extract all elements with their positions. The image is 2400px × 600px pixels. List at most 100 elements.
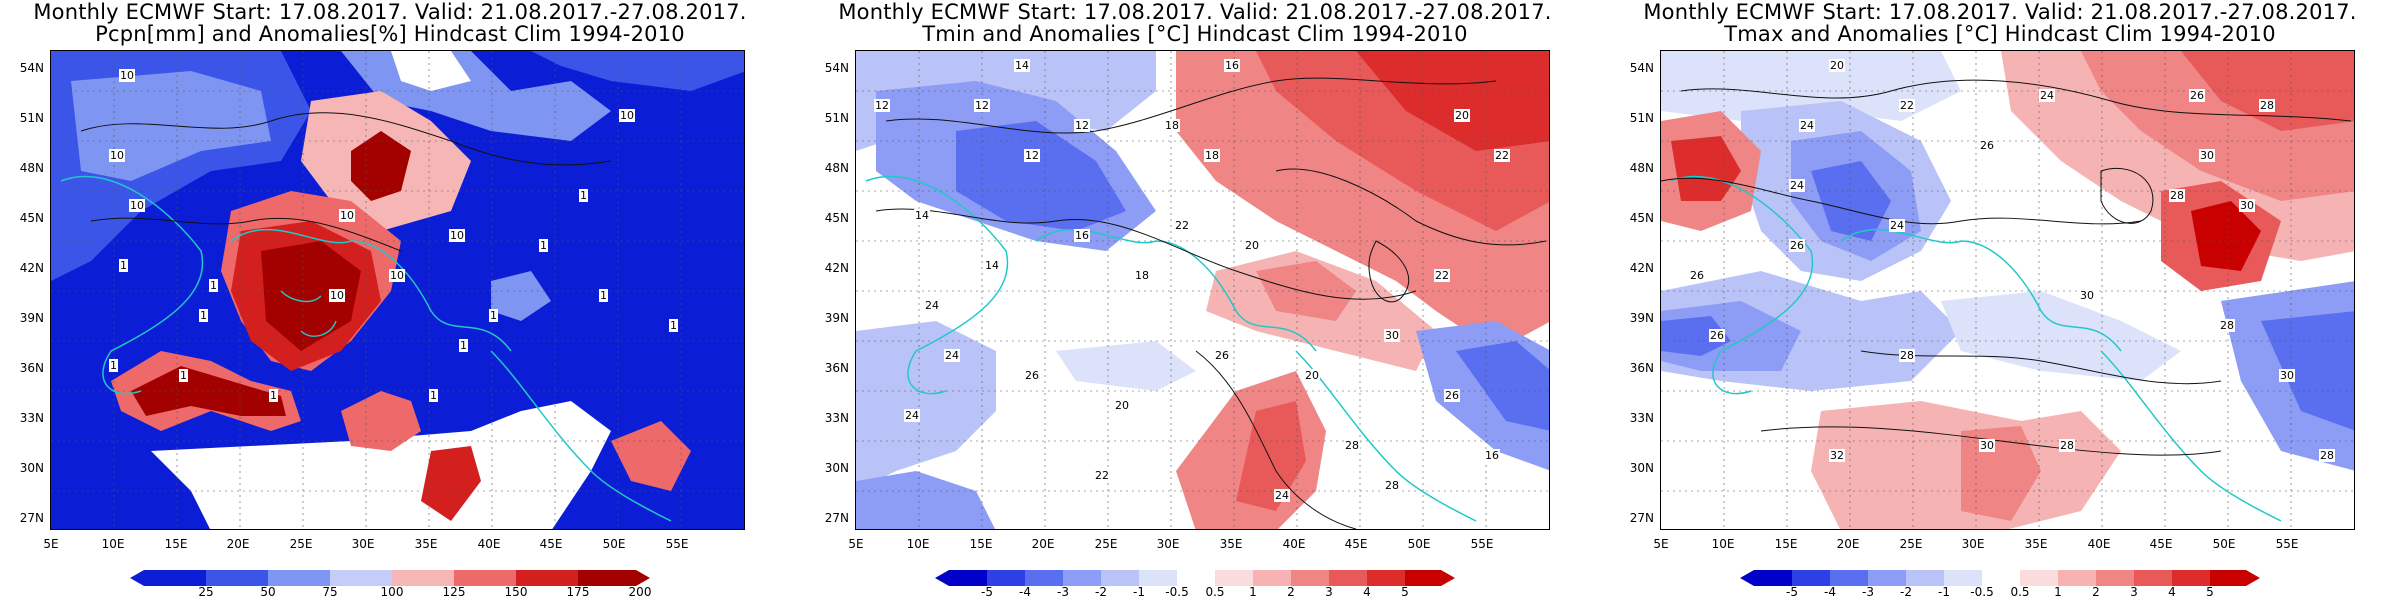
contour-label: 22 bbox=[1174, 219, 1190, 232]
lat-label: 30N bbox=[19, 461, 44, 475]
contour-label: 24 bbox=[944, 349, 960, 362]
colorbar-label: 100 bbox=[380, 585, 404, 599]
lat-label: 48N bbox=[1629, 161, 1654, 175]
lat-label: 54N bbox=[1629, 61, 1654, 75]
contour-label: 12 bbox=[974, 99, 990, 112]
lon-label: 55E bbox=[665, 537, 689, 551]
colorbar-label: 4 bbox=[1363, 585, 1371, 599]
contour-label: 24 bbox=[2039, 89, 2055, 102]
lon-label: 5E bbox=[1653, 537, 1669, 551]
contour-label-layer: 20 24 26 28 30 22 24 26 28 30 26 24 24 2… bbox=[1661, 51, 2354, 529]
colorbar-label: -4 bbox=[1019, 585, 1031, 599]
contour-label: 28 bbox=[2169, 189, 2185, 202]
lon-label: 20E bbox=[226, 537, 250, 551]
contour-label-layer: 10 10 10 1 1 1 1 10 10 10 1 1 1 1 10 1 1… bbox=[51, 51, 744, 529]
lon-label: 20E bbox=[1836, 537, 1860, 551]
contour-label: 1 bbox=[599, 289, 608, 302]
colorbar-label: -0.5 bbox=[1970, 585, 1994, 599]
colorbar-label: -5 bbox=[1786, 585, 1798, 599]
contour-label: 1 bbox=[209, 279, 218, 292]
contour-label: 1 bbox=[199, 309, 208, 322]
contour-label: 30 bbox=[1384, 329, 1400, 342]
panel-title-line2: Tmax and Anomalies [°C] Hindcast Clim 19… bbox=[1724, 22, 2276, 46]
contour-label: 1 bbox=[109, 359, 118, 372]
lat-label: 39N bbox=[824, 311, 849, 325]
lon-label: 30E bbox=[1156, 537, 1180, 551]
lat-label: 36N bbox=[19, 361, 44, 375]
contour-label: 26 bbox=[1024, 369, 1040, 382]
contour-label: 24 bbox=[904, 409, 920, 422]
lat-label: 33N bbox=[19, 411, 44, 425]
panel-title-line2: Pcpn[mm] and Anomalies[%] Hindcast Clim … bbox=[95, 22, 685, 46]
lon-label: 25E bbox=[1899, 537, 1923, 551]
colorbar-label: 125 bbox=[442, 585, 466, 599]
contour-label: 1 bbox=[489, 309, 498, 322]
contour-label: 16 bbox=[1074, 229, 1090, 242]
lon-label: 5E bbox=[43, 537, 59, 551]
contour-label: 20 bbox=[1829, 59, 1845, 72]
precipitation-panel: Monthly ECMWF Start: 17.08.2017. Valid: … bbox=[0, 0, 780, 600]
colorbar bbox=[1740, 570, 2260, 586]
lat-label: 42N bbox=[1629, 261, 1654, 275]
colorbar-label: -0.5 bbox=[1165, 585, 1189, 599]
map-canvas bbox=[856, 51, 1549, 529]
lat-label: 48N bbox=[19, 161, 44, 175]
contour-label: 1 bbox=[179, 369, 188, 382]
contour-label: 10 bbox=[329, 289, 345, 302]
lon-label: 25E bbox=[1094, 537, 1118, 551]
contour-label: 18 bbox=[1204, 149, 1220, 162]
lon-label: 30E bbox=[1961, 537, 1985, 551]
colorbar-label: 1 bbox=[2054, 585, 2062, 599]
contour-label: 16 bbox=[1224, 59, 1240, 72]
lon-label: 55E bbox=[1470, 537, 1494, 551]
contour-label: 22 bbox=[1434, 269, 1450, 282]
colorbar-label: 5 bbox=[2206, 585, 2214, 599]
colorbar-label: 4 bbox=[2168, 585, 2176, 599]
lat-label: 45N bbox=[1629, 211, 1654, 225]
lat-label: 39N bbox=[1629, 311, 1654, 325]
lat-label: 27N bbox=[824, 511, 849, 525]
contour-label: 22 bbox=[1094, 469, 1110, 482]
contour-label: 24 bbox=[1889, 219, 1905, 232]
colorbar-swatches bbox=[130, 570, 650, 586]
lon-label: 45E bbox=[1344, 537, 1368, 551]
lon-label: 50E bbox=[602, 537, 626, 551]
contour-label: 12 bbox=[1024, 149, 1040, 162]
lat-label: 33N bbox=[824, 411, 849, 425]
contour-label: 26 bbox=[1214, 349, 1230, 362]
colorbar-label: -5 bbox=[981, 585, 993, 599]
contour-label: 26 bbox=[1979, 139, 1995, 152]
lon-label: 25E bbox=[289, 537, 313, 551]
contour-label: 28 bbox=[2219, 319, 2235, 332]
lon-label: 10E bbox=[906, 537, 930, 551]
panel-title-line2: Tmin and Anomalies [°C] Hindcast Clim 19… bbox=[922, 22, 1468, 46]
contour-label: 18 bbox=[1134, 269, 1150, 282]
lon-label: 45E bbox=[539, 537, 563, 551]
lat-label: 42N bbox=[824, 261, 849, 275]
colorbar-label: -2 bbox=[1900, 585, 1912, 599]
lon-label: 15E bbox=[1774, 537, 1798, 551]
contour-label: 28 bbox=[2259, 99, 2275, 112]
colorbar-label: 2 bbox=[1287, 585, 1295, 599]
lat-label: 30N bbox=[1629, 461, 1654, 475]
lon-label: 55E bbox=[2275, 537, 2299, 551]
precipitation-anomaly-map: 10 10 10 1 1 1 1 10 10 10 1 1 1 1 10 1 1… bbox=[50, 50, 745, 530]
lat-label: 42N bbox=[19, 261, 44, 275]
lon-label: 35E bbox=[414, 537, 438, 551]
contour-label: 28 bbox=[2059, 439, 2075, 452]
contour-label: 28 bbox=[1344, 439, 1360, 452]
contour-label: 14 bbox=[1014, 59, 1030, 72]
lat-label: 48N bbox=[824, 161, 849, 175]
lon-label: 45E bbox=[2149, 537, 2173, 551]
contour-label: 24 bbox=[924, 299, 940, 312]
colorbar-label: 3 bbox=[2130, 585, 2138, 599]
lon-label: 50E bbox=[2212, 537, 2236, 551]
contour-label: 20 bbox=[1454, 109, 1470, 122]
colorbar-label: -1 bbox=[1133, 585, 1145, 599]
lon-label: 40E bbox=[477, 537, 501, 551]
contour-label: 28 bbox=[1899, 349, 1915, 362]
contour-label: 12 bbox=[1074, 119, 1090, 132]
contour-label: 26 bbox=[1444, 389, 1460, 402]
contour-label: 1 bbox=[539, 239, 548, 252]
colorbar-label: -1 bbox=[1938, 585, 1950, 599]
